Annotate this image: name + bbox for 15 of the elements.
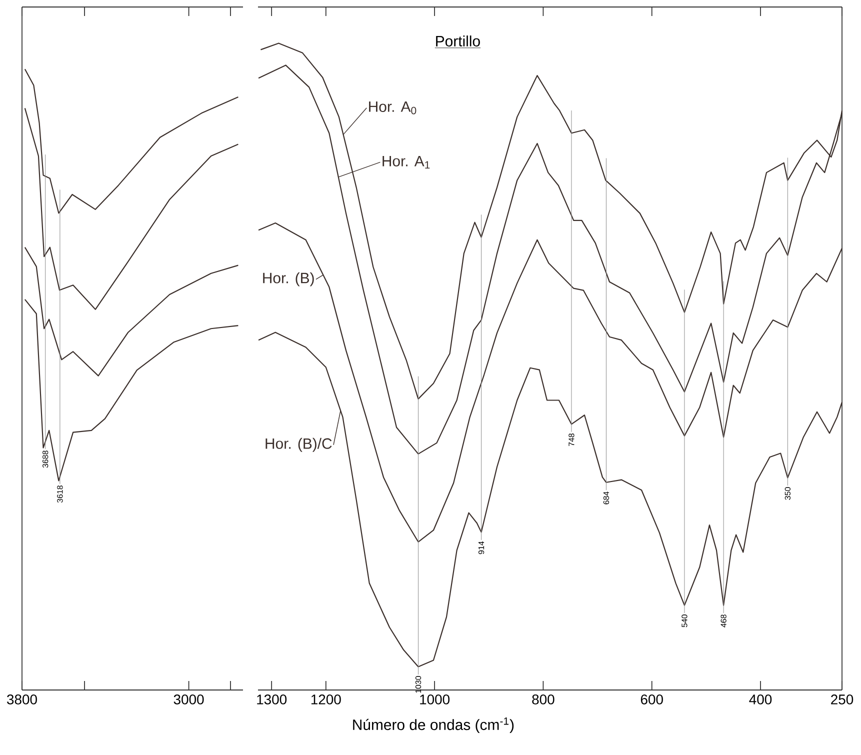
x-axis-title: Número de ondas (cm$^{-1}$) [353,718,514,734]
series-label: Hor. (B)/C [266,438,332,452]
legend-label: Hor. A$_{1}$ [382,156,430,168]
x-tick-label: 1300 [257,694,287,704]
x-tick-label: 250 [831,694,854,704]
chart-title: Portillo [436,36,480,46]
x-tick-label: 1000 [420,694,450,704]
x-tick-label: 1200 [311,694,341,704]
x-tick-label: 3000 [174,694,204,704]
x-tick-label: 600 [640,694,663,704]
x-tick-label: 3800 [7,694,37,704]
x-tick-label: 400 [749,694,772,704]
series-label: Hor. (B) [263,272,314,286]
x-tick-label: 800 [532,694,554,704]
text: Hor. A$_{0}$ [369,102,416,114]
